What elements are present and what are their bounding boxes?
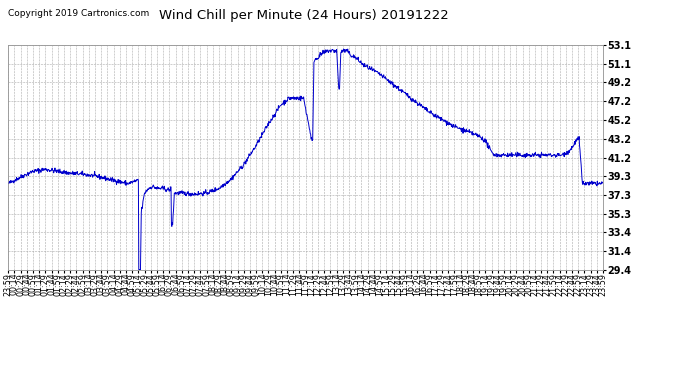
- Text: Copyright 2019 Cartronics.com: Copyright 2019 Cartronics.com: [8, 9, 150, 18]
- Text: Wind Chill per Minute (24 Hours) 20191222: Wind Chill per Minute (24 Hours) 2019122…: [159, 9, 448, 22]
- Text: Temperature  (°F): Temperature (°F): [512, 22, 610, 32]
